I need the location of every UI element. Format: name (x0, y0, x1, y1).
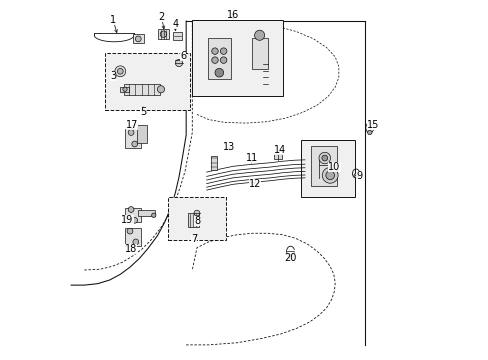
Circle shape (135, 36, 141, 42)
Text: 19: 19 (121, 215, 133, 225)
Text: 2: 2 (158, 12, 164, 22)
Circle shape (175, 59, 182, 67)
Circle shape (211, 57, 218, 63)
Bar (173, 32, 182, 40)
Text: 3: 3 (110, 71, 116, 81)
Circle shape (220, 48, 226, 54)
Circle shape (151, 213, 156, 217)
Circle shape (322, 167, 337, 183)
Circle shape (128, 207, 134, 212)
Text: 16: 16 (226, 10, 239, 20)
Bar (120, 86, 129, 92)
Bar (187, 213, 199, 227)
Circle shape (127, 228, 133, 234)
Circle shape (353, 174, 358, 178)
Bar (104, 53, 189, 110)
Bar (124, 129, 141, 148)
Text: 11: 11 (245, 153, 257, 163)
Circle shape (325, 171, 334, 180)
Bar (123, 84, 160, 95)
Circle shape (122, 87, 127, 91)
Bar (192, 20, 283, 96)
Bar (301, 140, 355, 197)
Circle shape (117, 68, 123, 74)
Bar (311, 146, 336, 186)
Text: 6: 6 (180, 51, 186, 61)
Circle shape (194, 210, 200, 216)
Circle shape (215, 68, 223, 77)
Circle shape (318, 152, 330, 164)
Text: 20: 20 (284, 253, 296, 264)
Circle shape (128, 130, 134, 135)
Bar (137, 125, 146, 143)
Text: 14: 14 (274, 145, 286, 156)
Bar (133, 34, 143, 43)
Text: 10: 10 (328, 162, 340, 172)
Text: 7: 7 (191, 234, 197, 244)
Circle shape (115, 66, 125, 77)
Bar (168, 197, 225, 240)
Text: 15: 15 (366, 120, 379, 130)
Bar (124, 228, 141, 246)
Bar (138, 210, 155, 216)
Circle shape (132, 217, 137, 223)
Bar (158, 29, 168, 39)
Bar (210, 156, 217, 170)
Circle shape (367, 130, 371, 135)
Bar (273, 154, 281, 159)
Text: 12: 12 (248, 179, 261, 189)
Text: 5: 5 (140, 107, 146, 117)
Circle shape (132, 141, 137, 147)
Circle shape (160, 31, 166, 37)
Circle shape (287, 254, 292, 259)
Text: 13: 13 (223, 142, 235, 152)
Text: 18: 18 (125, 244, 137, 254)
Text: 4: 4 (172, 19, 178, 30)
Circle shape (254, 30, 264, 40)
Bar (251, 38, 267, 68)
Bar (207, 37, 230, 79)
Text: 9: 9 (355, 171, 361, 181)
Circle shape (157, 86, 164, 93)
Circle shape (133, 239, 139, 245)
Text: 1: 1 (110, 15, 116, 25)
Circle shape (211, 48, 218, 54)
Text: 17: 17 (126, 120, 138, 130)
Circle shape (220, 57, 226, 63)
Bar (124, 208, 141, 222)
Circle shape (321, 155, 327, 161)
Text: 8: 8 (194, 216, 200, 226)
